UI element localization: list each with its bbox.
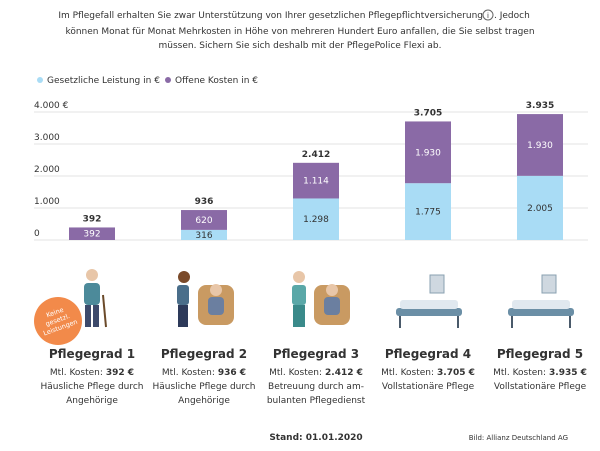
cost-prefix: Mtl. Kosten:	[381, 368, 434, 378]
category-name: Pflegegrad 3	[273, 347, 359, 361]
cost-prefix: Mtl. Kosten:	[493, 368, 546, 378]
description: Betreuung durch am-	[268, 382, 364, 392]
legend-swatch	[37, 77, 43, 83]
category-name: Pflegegrad 4	[385, 347, 471, 361]
segment-label: 316	[195, 231, 212, 241]
category-name: Pflegegrad 1	[49, 347, 135, 361]
illustrations	[84, 269, 574, 328]
segment-label: 2.005	[527, 204, 553, 214]
description: Angehörige	[178, 396, 230, 406]
segment-label: 1.775	[415, 208, 441, 218]
segment-label: 1.298	[303, 215, 329, 225]
cost-value: 392 €	[106, 368, 134, 378]
category-name: Pflegegrad 2	[161, 347, 247, 361]
cost-prefix: Mtl. Kosten:	[269, 368, 322, 378]
description: Vollstationäre Pflege	[382, 382, 475, 392]
legend-swatch	[165, 77, 171, 83]
intro-text: Im Pflegefall erhalten Sie zwar Unterstü…	[58, 11, 483, 21]
bar-segment	[293, 198, 339, 240]
bar-segment	[293, 162, 339, 199]
total-label: 936	[195, 197, 214, 207]
bar-segment	[405, 121, 451, 184]
cost-line: Mtl. Kosten: 392 €	[50, 368, 134, 378]
category-name: Pflegegrad 5	[497, 347, 583, 361]
cost-line: Mtl. Kosten: 3.935 €	[493, 368, 587, 378]
badge	[34, 297, 82, 345]
description: Vollstationäre Pflege	[494, 382, 587, 392]
segment-label: 392	[83, 230, 100, 240]
cost-line: Mtl. Kosten: 3.705 €	[381, 368, 475, 378]
description: bulanten Pflegedienst	[267, 396, 366, 406]
cost-value: 936 €	[218, 368, 246, 378]
bar-segment	[181, 210, 227, 230]
cost-prefix: Mtl. Kosten:	[50, 368, 103, 378]
segment-label: 1.114	[303, 177, 329, 187]
cost-line: Mtl. Kosten: 936 €	[162, 368, 246, 378]
total-label: 3.705	[414, 108, 442, 118]
bar-segment	[69, 227, 115, 240]
legend-label: Offene Kosten in €	[175, 76, 258, 86]
total-label: 392	[83, 214, 102, 224]
cost-value: 3.705 €	[437, 368, 475, 378]
segment-label: 1.930	[415, 148, 441, 158]
y-tick-label: 1.000	[34, 197, 60, 207]
y-tick-label: 3.000	[34, 133, 60, 143]
intro-text: . Jedoch	[494, 11, 530, 21]
credit: Bild: Allianz Deutschland AG	[469, 434, 568, 442]
cost-value: 3.935 €	[549, 368, 587, 378]
legend-label: Gesetzliche Leistung in €	[47, 76, 160, 86]
description: Angehörige	[66, 396, 118, 406]
intro-text: müssen. Sichern Sie sich deshalb mit der…	[158, 41, 441, 51]
cost-line: Mtl. Kosten: 2.412 €	[269, 368, 363, 378]
y-tick-label: 0	[34, 229, 40, 239]
bar-segment	[517, 175, 563, 240]
stand: Stand: 01.01.2020	[269, 433, 362, 443]
info-icon	[482, 9, 494, 21]
bar-segment	[517, 114, 563, 176]
intro-text: können Monat für Monat Mehrkosten in Höh…	[65, 27, 534, 37]
y-tick-label: 2.000	[34, 165, 60, 175]
bar-segment	[405, 183, 451, 240]
cost-prefix: Mtl. Kosten:	[162, 368, 215, 378]
segment-label: 1.930	[527, 141, 553, 151]
bar-segment	[181, 229, 227, 240]
y-tick-label: 4.000 €	[34, 101, 69, 111]
description: Häusliche Pflege durch	[40, 382, 143, 392]
info-icon-text: i	[487, 12, 489, 20]
cost-value: 2.412 €	[325, 368, 363, 378]
segment-label: 620	[195, 216, 212, 226]
total-label: 2.412	[302, 150, 330, 160]
description: Häusliche Pflege durch	[152, 382, 255, 392]
total-label: 3.935	[526, 101, 554, 111]
